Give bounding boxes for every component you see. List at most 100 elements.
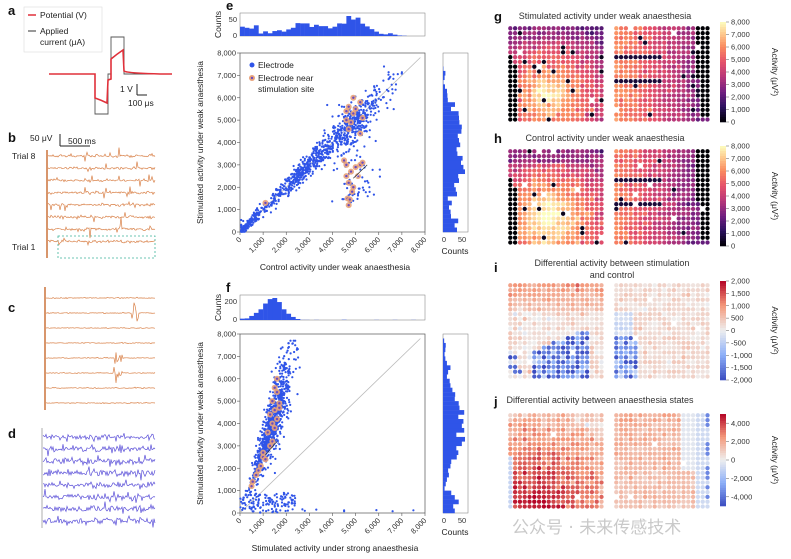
electrode-cell [662, 40, 667, 45]
electrode-cell [638, 88, 643, 93]
y-tick-label: 5,000 [217, 397, 236, 406]
electrode-cell [666, 197, 672, 202]
electrode-cell [532, 307, 537, 312]
electrode-cell [527, 112, 532, 117]
electrode-cell [628, 235, 633, 240]
electrode-cell [599, 177, 604, 183]
electrode-point [241, 508, 244, 511]
electrode-cell [565, 287, 571, 293]
electrode-cell [584, 192, 590, 197]
electrode-cell [686, 326, 691, 331]
electrode-point [387, 71, 390, 74]
electrode-cell [662, 173, 667, 178]
electrode-point [372, 114, 375, 117]
electrode-cell [628, 50, 633, 55]
electrode-cell [580, 326, 585, 331]
electrode-cell [662, 369, 667, 374]
electrode-point [346, 124, 349, 127]
stim-electrode-point-core [359, 132, 362, 135]
electrode-cell [536, 355, 542, 360]
electrode-cell [666, 307, 672, 312]
electrode-cell [690, 153, 696, 159]
electrode-point [342, 152, 345, 155]
electrode-cell [618, 69, 624, 74]
electrode-cell [647, 359, 653, 365]
electrode-point [271, 432, 274, 435]
electrode-cell [628, 302, 633, 307]
right-histogram-bar [443, 182, 455, 188]
electrode-cell [690, 182, 696, 188]
electrode-cell [671, 26, 677, 31]
y-tick-label: 8,000 [217, 49, 236, 58]
electrode-cell [623, 40, 629, 45]
trace [45, 367, 156, 383]
electrode-point [285, 404, 288, 407]
top-hist-tick-label: 200 [224, 297, 237, 306]
electrode-point [240, 227, 243, 230]
electrode-point [258, 493, 261, 496]
stim-electrode-point-core [271, 422, 274, 425]
electrode-cell [695, 30, 701, 36]
electrode-cell [633, 168, 638, 173]
stim-electrode-point-core [352, 96, 355, 99]
electrode-cell [676, 230, 681, 236]
identity-line [239, 57, 421, 233]
electrode-point [336, 155, 339, 158]
top-histogram-frame [239, 294, 426, 321]
panel-b: 50 μV 500 ms Trial 8 Trial 1 [12, 133, 156, 259]
electrode-cell [508, 88, 513, 93]
heatmaps: 8,0007,0006,0005,0004,0003,0002,0001,000… [508, 18, 780, 509]
colorbar-segment [720, 102, 726, 105]
electrode-point [290, 501, 293, 504]
electrode-cell [686, 173, 691, 178]
electrode-point [265, 503, 268, 506]
electrode-point [353, 125, 356, 128]
electrode-cell [633, 187, 638, 192]
stim-electrode-point-core [271, 440, 274, 443]
electrode-cell [681, 307, 686, 312]
electrode-cell [546, 216, 551, 221]
electrode-cell [517, 364, 523, 370]
electrode-cell [662, 117, 667, 122]
electrode-cell [517, 206, 523, 212]
electrode-cell [556, 350, 561, 355]
electrode-cell [686, 45, 691, 50]
electrode-cell [652, 88, 657, 93]
electrode-cell [614, 374, 619, 379]
electrode-cell [522, 88, 527, 93]
electrode-cell [570, 197, 575, 202]
electrode-cell [638, 153, 643, 159]
electrode-cell [695, 192, 701, 197]
electrode-cell [527, 302, 532, 307]
electrode-cell [556, 230, 561, 236]
electrode-cell [662, 326, 667, 331]
electrode-cell [676, 59, 681, 65]
electrode-cell [642, 201, 648, 207]
electrode-cell [527, 413, 532, 418]
electrode-cell [647, 206, 653, 212]
electrode-point [336, 128, 339, 131]
electrode-cell [614, 163, 619, 168]
electrode-cell [647, 102, 653, 108]
electrode-cell [570, 158, 575, 164]
electrode-cell [681, 26, 686, 31]
electrode-point [291, 342, 294, 345]
electrode-point [351, 139, 354, 142]
colorbar-segment [720, 52, 726, 55]
electrode-cell [589, 321, 595, 326]
electrode-point [375, 84, 378, 87]
electrode-cell [647, 369, 653, 374]
electrode-cell [638, 311, 643, 317]
electrode-cell [560, 74, 566, 79]
electrode-cell [657, 40, 662, 45]
electrode-cell [560, 297, 566, 302]
electrode-cell [690, 117, 696, 122]
electrode-cell [633, 321, 638, 326]
electrode-cell [584, 221, 590, 226]
electrode-cell [686, 54, 691, 60]
electrode-point [298, 366, 301, 369]
arrow-icon-highlight [266, 442, 279, 456]
electrode-cell [676, 107, 681, 113]
electrode-cell [527, 50, 532, 55]
electrode-cell [628, 168, 633, 173]
